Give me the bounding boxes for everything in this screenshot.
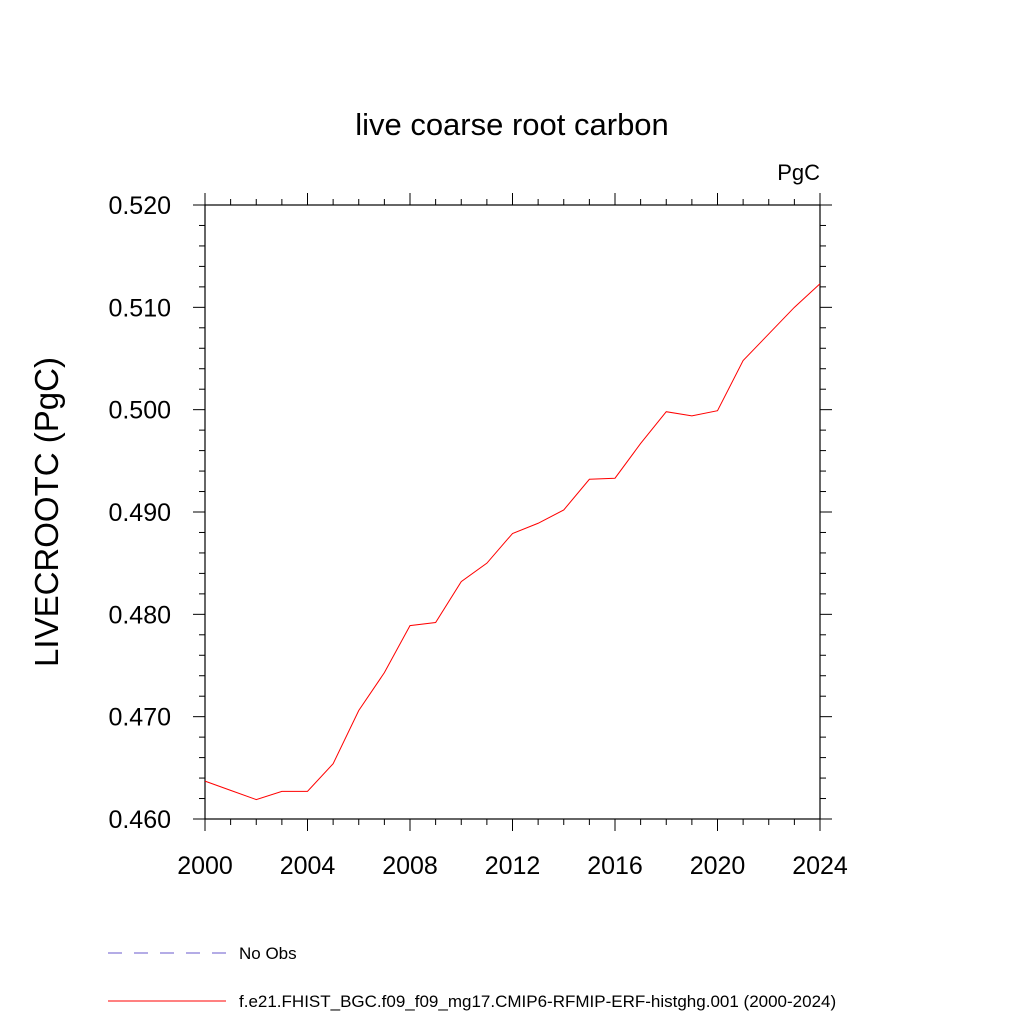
x-tick-label: 2020 bbox=[690, 852, 746, 880]
x-tick-label: 2008 bbox=[382, 852, 438, 880]
chart-title: live coarse root carbon bbox=[355, 107, 669, 142]
x-tick-labels: 2000 2004 2008 2012 2016 2020 2024 bbox=[177, 852, 848, 880]
y-tick-label: 0.520 bbox=[108, 192, 171, 220]
y-tick-label: 0.490 bbox=[108, 499, 171, 527]
y-tick-labels: 0.460 0.470 0.480 0.490 0.500 0.510 0.520 bbox=[108, 192, 171, 834]
series-line bbox=[204, 283, 821, 801]
y-tick-label: 0.470 bbox=[108, 704, 171, 732]
units-label: PgC bbox=[777, 160, 820, 185]
y-tick-label: 0.480 bbox=[108, 601, 171, 629]
legend: No Obs f.e21.FHIST_BGC.f09_f09_mg17.CMIP6… bbox=[108, 944, 836, 1011]
y-tick-label: 0.500 bbox=[108, 397, 171, 425]
y-tick-label: 0.510 bbox=[108, 294, 171, 322]
series-layer bbox=[204, 283, 821, 801]
plot-frame bbox=[204, 204, 821, 820]
x-tick-label: 2004 bbox=[280, 852, 336, 880]
x-tick-label: 2000 bbox=[177, 852, 233, 880]
x-tick-label: 2016 bbox=[587, 852, 643, 880]
x-tick-label: 2024 bbox=[792, 852, 848, 880]
y-tick-label: 0.460 bbox=[108, 806, 171, 834]
x-tick-label: 2012 bbox=[485, 852, 541, 880]
legend-label: No Obs bbox=[239, 944, 297, 963]
axis-ticks bbox=[193, 193, 832, 831]
y-axis-label: LIVECROOTC (PgC) bbox=[28, 357, 65, 667]
legend-label: f.e21.FHIST_BGC.f09_f09_mg17.CMIP6-RFMIP… bbox=[239, 992, 836, 1011]
